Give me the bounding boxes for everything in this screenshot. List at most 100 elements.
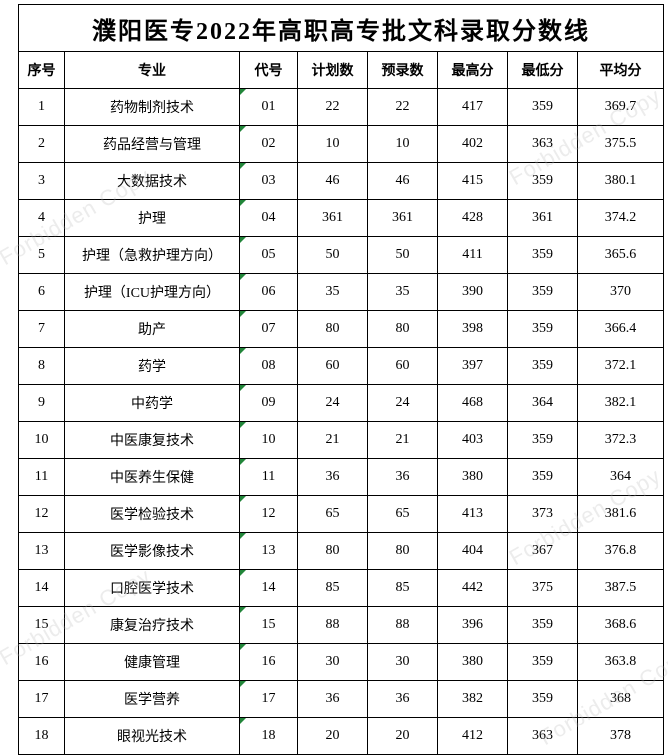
cell-min: 359 <box>508 274 578 311</box>
table-row: 9中药学092424468364382.1 <box>19 385 664 422</box>
cell-code: 16 <box>240 644 298 681</box>
cell-code: 03 <box>240 163 298 200</box>
table-row: 14口腔医学技术148585442375387.5 <box>19 570 664 607</box>
cell-plan: 361 <box>298 200 368 237</box>
spreadsheet-region: 濮阳医专2022年高职高专批文科录取分数线 序号 专业 代号 计划数 预录数 最… <box>18 4 663 755</box>
table-row: 8药学086060397359372.1 <box>19 348 664 385</box>
cell-max: 428 <box>438 200 508 237</box>
cell-seq: 9 <box>19 385 65 422</box>
cell-code: 14 <box>240 570 298 607</box>
cell-plan: 65 <box>298 496 368 533</box>
cell-avg: 363.8 <box>578 644 664 681</box>
cell-min: 359 <box>508 311 578 348</box>
col-header-avg: 平均分 <box>578 52 664 89</box>
cell-seq: 5 <box>19 237 65 274</box>
table-row: 13医学影像技术138080404367376.8 <box>19 533 664 570</box>
cell-min: 363 <box>508 126 578 163</box>
cell-pre: 21 <box>368 422 438 459</box>
cell-pre: 24 <box>368 385 438 422</box>
cell-code: 15 <box>240 607 298 644</box>
cell-max: 413 <box>438 496 508 533</box>
cell-min: 359 <box>508 607 578 644</box>
cell-code: 09 <box>240 385 298 422</box>
cell-plan: 36 <box>298 681 368 718</box>
cell-min: 359 <box>508 348 578 385</box>
cell-code: 17 <box>240 681 298 718</box>
cell-pre: 30 <box>368 644 438 681</box>
cell-avg: 372.3 <box>578 422 664 459</box>
cell-avg: 370 <box>578 274 664 311</box>
cell-major: 康复治疗技术 <box>65 607 240 644</box>
col-header-pre: 预录数 <box>368 52 438 89</box>
cell-seq: 3 <box>19 163 65 200</box>
cell-max: 380 <box>438 644 508 681</box>
cell-max: 380 <box>438 459 508 496</box>
cell-avg: 368.6 <box>578 607 664 644</box>
cell-avg: 372.1 <box>578 348 664 385</box>
table-row: 15康复治疗技术158888396359368.6 <box>19 607 664 644</box>
cell-pre: 88 <box>368 607 438 644</box>
header-row: 序号 专业 代号 计划数 预录数 最高分 最低分 平均分 <box>19 52 664 89</box>
cell-min: 375 <box>508 570 578 607</box>
cell-avg: 387.5 <box>578 570 664 607</box>
cell-seq: 6 <box>19 274 65 311</box>
cell-code: 04 <box>240 200 298 237</box>
col-header-max: 最高分 <box>438 52 508 89</box>
cell-avg: 366.4 <box>578 311 664 348</box>
cell-seq: 10 <box>19 422 65 459</box>
cell-code: 06 <box>240 274 298 311</box>
cell-plan: 20 <box>298 718 368 755</box>
cell-avg: 369.7 <box>578 89 664 126</box>
cell-code: 02 <box>240 126 298 163</box>
cell-min: 359 <box>508 459 578 496</box>
cell-seq: 14 <box>19 570 65 607</box>
cell-major: 口腔医学技术 <box>65 570 240 607</box>
cell-code: 08 <box>240 348 298 385</box>
cell-seq: 11 <box>19 459 65 496</box>
table-row: 3大数据技术034646415359380.1 <box>19 163 664 200</box>
cell-major: 健康管理 <box>65 644 240 681</box>
cell-pre: 22 <box>368 89 438 126</box>
col-header-code: 代号 <box>240 52 298 89</box>
cell-min: 359 <box>508 644 578 681</box>
cell-avg: 375.5 <box>578 126 664 163</box>
table-row: 6护理（ICU护理方向）063535390359370 <box>19 274 664 311</box>
col-header-min: 最低分 <box>508 52 578 89</box>
cell-pre: 50 <box>368 237 438 274</box>
cell-pre: 65 <box>368 496 438 533</box>
cell-pre: 361 <box>368 200 438 237</box>
cell-code: 12 <box>240 496 298 533</box>
cell-max: 404 <box>438 533 508 570</box>
cell-min: 359 <box>508 237 578 274</box>
cell-major: 眼视光技术 <box>65 718 240 755</box>
cell-plan: 36 <box>298 459 368 496</box>
cell-major: 药品经营与管理 <box>65 126 240 163</box>
cell-code: 01 <box>240 89 298 126</box>
cell-major: 护理 <box>65 200 240 237</box>
cell-seq: 12 <box>19 496 65 533</box>
cell-major: 中医养生保健 <box>65 459 240 496</box>
cell-plan: 50 <box>298 237 368 274</box>
cell-seq: 17 <box>19 681 65 718</box>
cell-max: 468 <box>438 385 508 422</box>
cell-seq: 16 <box>19 644 65 681</box>
cell-min: 361 <box>508 200 578 237</box>
cell-plan: 22 <box>298 89 368 126</box>
cell-min: 359 <box>508 163 578 200</box>
cell-plan: 24 <box>298 385 368 422</box>
cell-major: 中医康复技术 <box>65 422 240 459</box>
cell-plan: 21 <box>298 422 368 459</box>
cell-min: 373 <box>508 496 578 533</box>
cell-pre: 10 <box>368 126 438 163</box>
cell-code: 13 <box>240 533 298 570</box>
cell-pre: 85 <box>368 570 438 607</box>
cell-plan: 10 <box>298 126 368 163</box>
cell-min: 364 <box>508 385 578 422</box>
cell-min: 359 <box>508 422 578 459</box>
cell-pre: 46 <box>368 163 438 200</box>
cell-seq: 4 <box>19 200 65 237</box>
cell-max: 396 <box>438 607 508 644</box>
table-row: 5护理（急救护理方向）055050411359365.6 <box>19 237 664 274</box>
cell-avg: 374.2 <box>578 200 664 237</box>
title-row: 濮阳医专2022年高职高专批文科录取分数线 <box>19 5 664 52</box>
